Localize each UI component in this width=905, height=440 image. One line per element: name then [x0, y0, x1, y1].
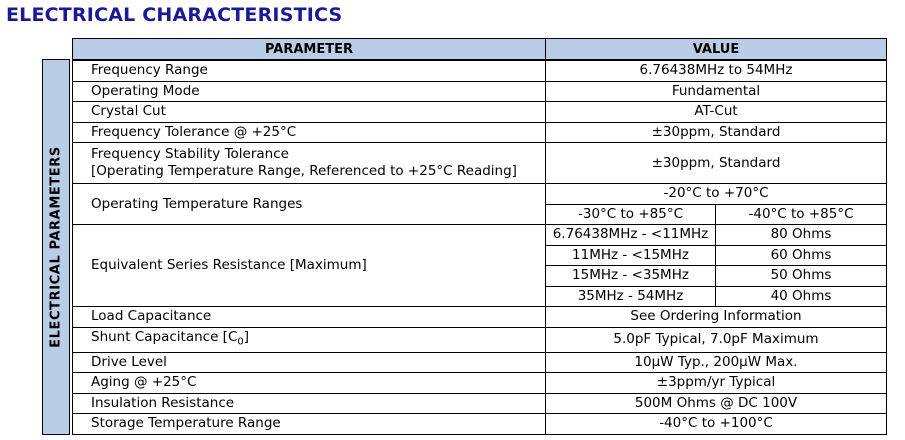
esr-range: 35MHz - 54MHz — [545, 285, 716, 307]
value-frequency-tolerance: ±30ppm, Standard — [545, 121, 887, 143]
param-operating-temp: Operating Temperature Ranges — [72, 183, 546, 225]
value-operating-temp-option-a: -30°C to +85°C — [545, 203, 716, 225]
param-shunt-capacitance-text: Shunt Capacitance [C — [91, 328, 238, 345]
param-frequency-stability-line1: Frequency Stability Tolerance — [91, 146, 289, 162]
param-shunt-capacitance-end: ] — [243, 328, 250, 345]
esr-ohms: 80 Ohms — [715, 224, 887, 246]
param-crystal-cut: Crystal Cut — [72, 101, 546, 123]
table-row: Aging @ +25°C ±3ppm/yr Typical — [72, 372, 887, 394]
param-frequency-stability: Frequency Stability Tolerance [Operating… — [72, 142, 546, 184]
esr-ohms: 60 Ohms — [715, 244, 887, 266]
param-shunt-capacitance-subscript: 0 — [237, 336, 244, 348]
table-header-row: PARAMETER VALUE — [72, 38, 887, 61]
param-frequency-range: Frequency Range — [72, 59, 546, 82]
param-shunt-capacitance: Shunt Capacitance [C0] — [72, 326, 546, 353]
value-insulation-resistance: 500M Ohms @ DC 100V — [545, 392, 887, 414]
page-title: ELECTRICAL CHARACTERISTICS — [6, 4, 343, 26]
esr-range: 15MHz - <35MHz — [545, 265, 716, 287]
value-load-capacitance: See Ordering Information — [545, 306, 887, 328]
param-storage-temp: Storage Temperature Range — [72, 413, 546, 435]
value-aging: ±3ppm/yr Typical — [545, 372, 887, 394]
sidebar-label: ELECTRICAL PARAMETERS — [48, 146, 64, 348]
value-operating-temp-standard: -20°C to +70°C — [545, 183, 887, 205]
value-frequency-range: 6.76438MHz to 54MHz — [545, 59, 887, 82]
electrical-characteristics-table: PARAMETER VALUE Frequency Range 6.76438M… — [72, 38, 887, 435]
value-crystal-cut: AT-Cut — [545, 101, 887, 123]
table-row: Operating Mode Fundamental — [72, 80, 887, 102]
table-row: 15MHz - <35MHz 50 Ohms — [73, 265, 887, 287]
esr-ohms: 50 Ohms — [715, 265, 887, 287]
param-aging: Aging @ +25°C — [72, 372, 546, 394]
param-operating-mode: Operating Mode — [72, 80, 546, 102]
header-value: VALUE — [545, 38, 887, 61]
table-row: Crystal Cut AT-Cut — [72, 101, 887, 123]
esr-range: 11MHz - <15MHz — [545, 244, 716, 266]
table-row: Frequency Range 6.76438MHz to 54MHz — [72, 59, 887, 82]
value-shunt-capacitance: 5.0pF Typical, 7.0pF Maximum — [545, 326, 887, 353]
table-row: Frequency Stability Tolerance [Operating… — [72, 142, 887, 184]
value-drive-level: 10µW Typ., 200µW Max. — [545, 351, 887, 373]
table-row: Storage Temperature Range -40°C to +100°… — [72, 413, 887, 435]
table-row: Drive Level 10µW Typ., 200µW Max. — [72, 351, 887, 373]
table-row: Insulation Resistance 500M Ohms @ DC 100… — [72, 392, 887, 414]
param-esr: Equivalent Series Resistance [Maximum] — [72, 224, 546, 307]
param-frequency-stability-line2: [Operating Temperature Range, Referenced… — [91, 163, 517, 179]
table-row: Frequency Tolerance @ +25°C ±30ppm, Stan… — [72, 121, 887, 143]
value-storage-temp: -40°C to +100°C — [545, 413, 887, 435]
table-row: Equivalent Series Resistance [Maximum] 6… — [72, 224, 887, 307]
param-drive-level: Drive Level — [72, 351, 546, 373]
value-frequency-stability: ±30ppm, Standard — [545, 142, 887, 184]
table-row: Load Capacitance See Ordering Informatio… — [72, 306, 887, 328]
sidebar-label-band: ELECTRICAL PARAMETERS — [42, 59, 70, 435]
table-row: Operating Temperature Ranges -20°C to +7… — [72, 183, 887, 225]
value-operating-mode: Fundamental — [545, 80, 887, 102]
param-frequency-tolerance: Frequency Tolerance @ +25°C — [72, 121, 546, 143]
header-parameter: PARAMETER — [72, 38, 546, 61]
esr-range: 6.76438MHz - <11MHz — [545, 224, 716, 246]
param-load-capacitance: Load Capacitance — [72, 306, 546, 328]
esr-ohms: 40 Ohms — [715, 285, 887, 307]
table-row: Shunt Capacitance [C0] 5.0pF Typical, 7.… — [72, 326, 887, 353]
value-operating-temp-option-b: -40°C to +85°C — [715, 203, 887, 225]
param-insulation-resistance: Insulation Resistance — [72, 392, 546, 414]
